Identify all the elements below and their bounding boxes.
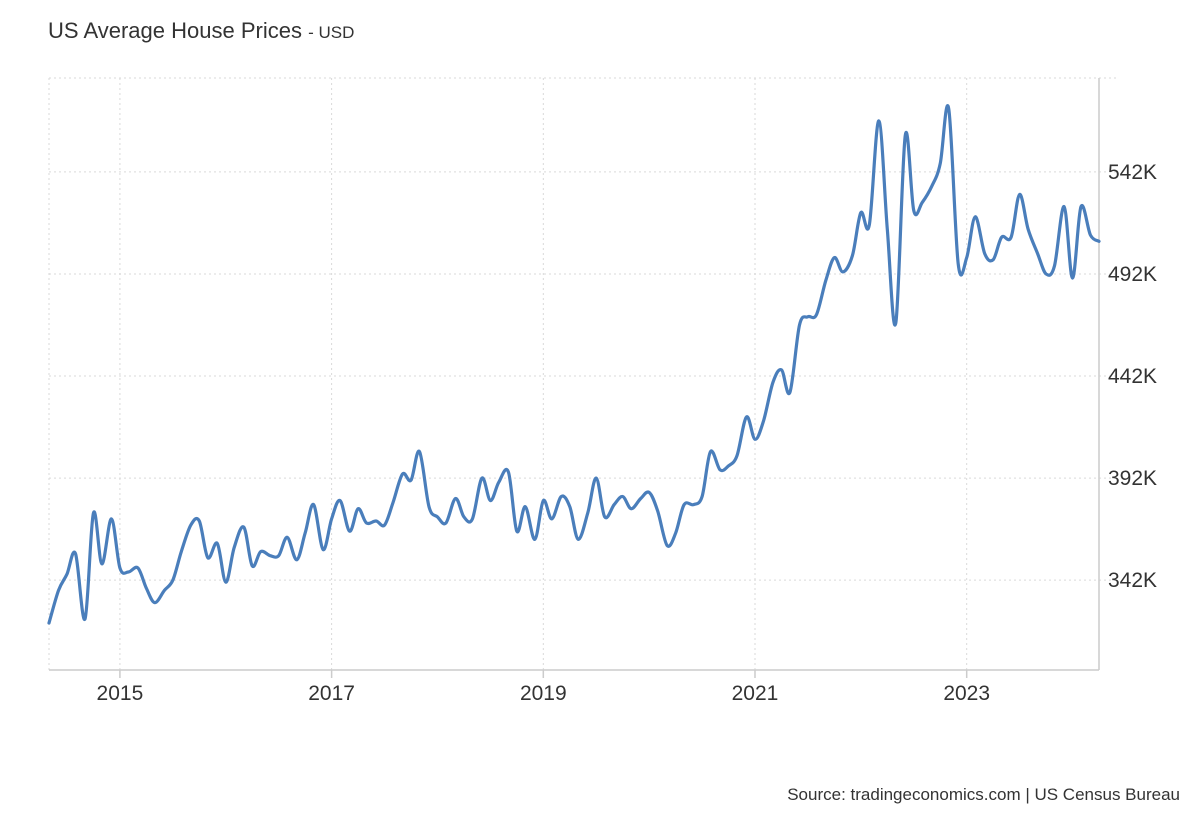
x-tick-label: 2019: [520, 682, 567, 705]
y-tick-label: 442K: [1108, 365, 1157, 388]
axis-layer: [48, 78, 1100, 678]
x-tick-label: 2023: [943, 682, 990, 705]
grid-layer: [49, 77, 1117, 670]
x-tick-label: 2017: [308, 682, 355, 705]
chart-unit-label: - USD: [308, 23, 355, 42]
y-tick-label: 392K: [1108, 467, 1157, 490]
tick-label-layer: 2015 2017 2019 2021 2023 342K 392K 442K 492K 542K: [97, 161, 1157, 705]
series-line: [47, 104, 1101, 625]
y-tick-label: 492K: [1108, 263, 1157, 286]
y-tick-label: 342K: [1108, 569, 1157, 592]
chart-title-text: US Average House Prices: [48, 18, 302, 43]
chart-title: US Average House Prices - USD: [48, 18, 354, 44]
x-tick-label: 2015: [97, 682, 144, 705]
y-tick-label: 542K: [1108, 161, 1157, 184]
source-attribution: Source: tradingeconomics.com | US Census…: [787, 785, 1180, 804]
x-tick-label: 2021: [732, 682, 779, 705]
series-layer: [47, 104, 1101, 625]
